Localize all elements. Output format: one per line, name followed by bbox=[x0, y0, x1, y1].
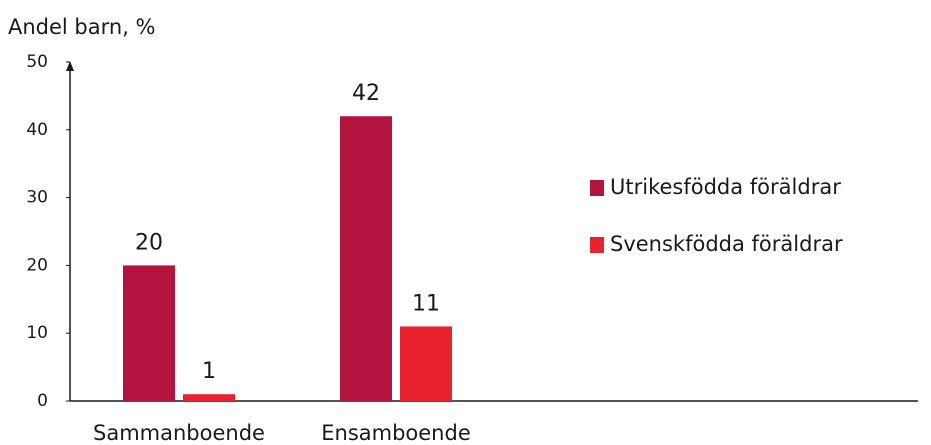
data-label: 20 bbox=[135, 230, 163, 255]
data-label: 42 bbox=[352, 81, 380, 106]
y-tick-label: 50 bbox=[26, 52, 48, 72]
y-tick-label: 40 bbox=[26, 120, 48, 140]
data-label: 11 bbox=[412, 291, 440, 316]
legend-swatch bbox=[590, 180, 604, 196]
bar bbox=[183, 394, 235, 401]
y-axis-arrow bbox=[66, 61, 74, 71]
x-tick-label: Ensamboende bbox=[321, 421, 471, 445]
legend-label: Svenskfödda föräldrar bbox=[610, 232, 843, 256]
legend-swatch bbox=[590, 237, 604, 253]
y-tick-label: 10 bbox=[26, 323, 48, 343]
y-tick-label: 0 bbox=[37, 391, 48, 411]
data-label: 1 bbox=[202, 359, 216, 384]
legend-label: Utrikesfödda föräldrar bbox=[610, 175, 841, 199]
y-tick-label: 20 bbox=[26, 255, 48, 275]
y-tick-label: 30 bbox=[26, 188, 48, 208]
bar bbox=[123, 265, 175, 401]
x-tick-label: Sammanboende bbox=[93, 421, 265, 445]
bar bbox=[340, 116, 392, 402]
bar bbox=[400, 326, 452, 401]
y-axis-label: Andel barn, % bbox=[8, 15, 156, 39]
